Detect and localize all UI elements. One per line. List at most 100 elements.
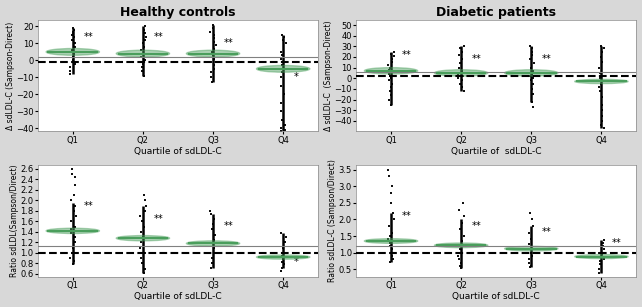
Point <box>524 230 534 235</box>
Point <box>69 34 79 39</box>
Point <box>139 44 150 49</box>
Point <box>209 216 219 221</box>
Text: **: ** <box>612 238 621 248</box>
Point <box>69 240 80 245</box>
Point <box>70 224 80 229</box>
Point <box>525 264 535 269</box>
Point <box>388 250 398 255</box>
Point <box>596 44 607 49</box>
Point <box>457 78 467 83</box>
Point <box>277 251 287 255</box>
Point <box>70 61 80 66</box>
Point <box>388 49 399 54</box>
Point <box>388 217 399 222</box>
Point <box>455 46 465 51</box>
Point <box>211 232 221 237</box>
Point <box>456 68 467 73</box>
Point <box>596 254 607 259</box>
Point <box>597 60 607 65</box>
Point <box>137 41 148 46</box>
Point <box>208 26 218 31</box>
Point <box>65 227 76 232</box>
Point <box>453 76 464 81</box>
Point <box>383 236 394 241</box>
Point <box>277 253 287 258</box>
Point <box>209 56 220 61</box>
Text: **: ** <box>223 38 233 49</box>
Point <box>385 89 395 94</box>
Point <box>207 227 217 232</box>
Point <box>387 60 397 65</box>
Point <box>277 70 287 75</box>
Point <box>598 247 609 252</box>
Point <box>68 245 78 250</box>
Ellipse shape <box>46 228 100 234</box>
Point <box>595 76 605 81</box>
Point <box>526 254 537 258</box>
Point <box>528 61 539 66</box>
Point <box>385 76 395 81</box>
Point <box>139 224 150 229</box>
Point <box>526 78 536 83</box>
Y-axis label: Ratio sdLDL(Sampson/Direct): Ratio sdLDL(Sampson/Direct) <box>10 164 19 277</box>
Point <box>209 33 219 37</box>
Point <box>280 122 290 127</box>
Point <box>277 257 288 262</box>
Point <box>455 257 465 262</box>
Point <box>455 247 465 252</box>
Point <box>524 242 534 247</box>
X-axis label: Quartile of  sdLDL-C: Quartile of sdLDL-C <box>451 147 541 157</box>
Point <box>386 93 396 98</box>
Point <box>278 66 288 71</box>
Text: **: ** <box>401 50 412 60</box>
Point <box>384 72 394 76</box>
Ellipse shape <box>46 49 100 55</box>
Point <box>137 261 147 266</box>
Point <box>68 58 78 63</box>
Ellipse shape <box>257 65 310 72</box>
Point <box>277 63 287 68</box>
Point <box>67 166 77 171</box>
Text: **: ** <box>542 227 551 237</box>
Point <box>205 60 216 64</box>
Point <box>383 78 394 83</box>
Point <box>278 37 288 42</box>
Point <box>140 24 150 29</box>
Text: **: ** <box>83 201 93 211</box>
Point <box>137 65 148 70</box>
Point <box>207 22 218 27</box>
Point <box>135 236 146 241</box>
Ellipse shape <box>257 255 310 259</box>
Point <box>455 243 465 248</box>
Point <box>455 227 465 232</box>
Point <box>206 265 216 270</box>
Point <box>383 174 394 179</box>
Point <box>205 29 216 34</box>
Point <box>455 61 465 66</box>
Point <box>70 174 80 179</box>
Point <box>527 72 537 76</box>
Ellipse shape <box>575 255 628 258</box>
Point <box>211 43 221 48</box>
Point <box>386 84 397 89</box>
Point <box>68 31 78 36</box>
Ellipse shape <box>575 79 628 84</box>
Point <box>528 81 539 86</box>
Point <box>386 247 397 252</box>
Point <box>383 167 394 172</box>
Point <box>594 267 604 272</box>
Point <box>137 219 147 224</box>
Point <box>597 79 607 84</box>
Point <box>387 184 397 189</box>
Ellipse shape <box>365 239 418 243</box>
Text: **: ** <box>83 32 93 42</box>
Point <box>139 193 150 198</box>
Point <box>599 238 609 243</box>
Point <box>386 51 396 56</box>
Point <box>388 210 399 215</box>
Point <box>67 33 78 37</box>
Ellipse shape <box>505 70 558 76</box>
Point <box>277 117 288 122</box>
Text: *: * <box>293 257 299 267</box>
Point <box>138 235 148 239</box>
